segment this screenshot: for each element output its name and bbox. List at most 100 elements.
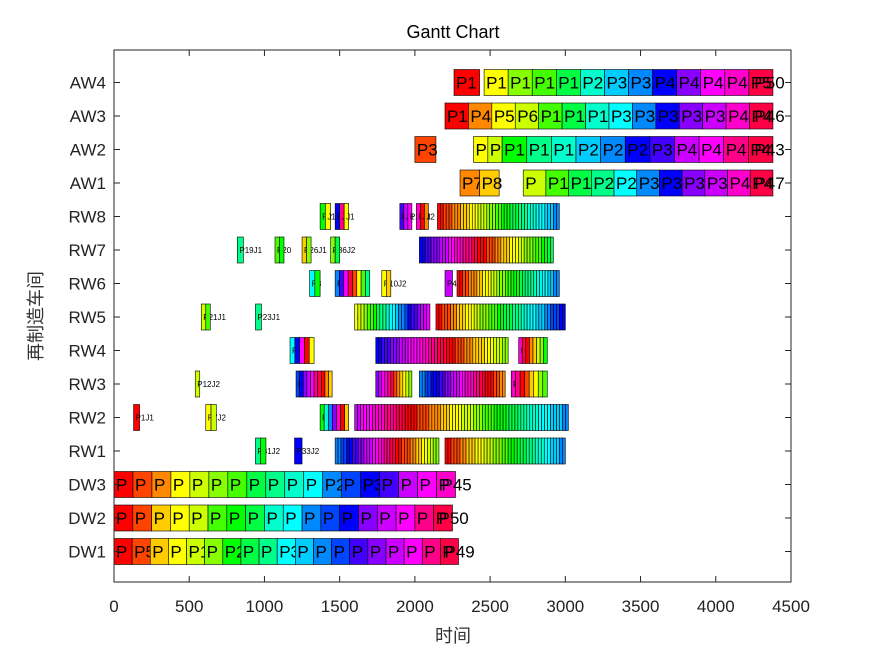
task-bar [491, 303, 496, 331]
task-label: P4 [726, 140, 747, 159]
y-tick-label: RW7 [69, 241, 106, 260]
task-bar [487, 370, 492, 398]
task-bar [401, 303, 406, 331]
task-bar [357, 303, 362, 331]
task-bar [476, 303, 481, 331]
task-bar [404, 337, 409, 364]
task-bar [496, 370, 500, 398]
task-bar [553, 404, 557, 431]
task-label: P3 [363, 475, 384, 494]
task-bar [433, 370, 437, 398]
task-label: P [230, 475, 241, 494]
task-bar [515, 236, 519, 264]
task-bar [553, 270, 557, 297]
task-label: P4 [703, 73, 724, 92]
task-bar [505, 404, 510, 431]
task-bar [556, 270, 560, 297]
task-bar [360, 270, 366, 297]
task-bar [401, 437, 405, 465]
task-bar [509, 303, 513, 331]
task-label: P [172, 509, 183, 528]
task-bar [539, 337, 545, 364]
task-bar [539, 270, 543, 297]
task-bar [455, 404, 459, 431]
task-bar [453, 303, 457, 331]
task-bar [462, 270, 466, 297]
task-bar [506, 203, 511, 230]
task-bar [501, 136, 528, 163]
task-bar [363, 303, 368, 331]
task-bar [490, 337, 494, 364]
task-label: P [116, 509, 127, 528]
task-bar [503, 203, 508, 230]
task-bar [430, 370, 434, 398]
task-bar [346, 437, 350, 465]
task-bar [493, 337, 497, 364]
task-label: P2 [627, 140, 648, 159]
task-bar [317, 370, 322, 398]
task-bar [404, 404, 409, 431]
task-label: P12J2 [197, 380, 220, 389]
task-bar [520, 236, 525, 264]
task-bar [526, 136, 552, 163]
y-tick-label: RW4 [69, 342, 106, 361]
task-bar [496, 337, 500, 364]
task-bar [194, 370, 201, 398]
task-bar [533, 270, 537, 297]
task-bar [392, 404, 397, 431]
task-bar [436, 370, 440, 398]
y-tick-label: DW2 [68, 509, 106, 528]
task-bar [510, 437, 515, 465]
task-bar [384, 404, 388, 431]
task-bar [500, 236, 505, 264]
task-bar [392, 303, 396, 331]
task-bar [431, 404, 436, 431]
task-bar [600, 136, 626, 163]
task-label: P [191, 509, 202, 528]
task-bar [559, 404, 563, 431]
x-tick-label: 4500 [772, 597, 810, 616]
task-bar [471, 236, 476, 264]
task-label: P [360, 509, 371, 528]
task-bar [501, 337, 506, 364]
task-label: P [116, 475, 127, 494]
task-bar [497, 303, 501, 331]
task-bar [386, 437, 391, 465]
task-bar [474, 236, 478, 264]
task-label: P [173, 475, 184, 494]
task-label: P [266, 509, 277, 528]
task-bar [378, 370, 383, 398]
task-bar [440, 404, 445, 431]
task-bar [491, 236, 496, 264]
task-bar [547, 270, 552, 297]
task-bar [418, 437, 422, 465]
task-bar [526, 303, 531, 331]
task-label: P4 [679, 73, 700, 92]
task-bar [515, 203, 519, 230]
task-bar [388, 303, 393, 331]
task-label: P [388, 542, 399, 561]
axis-ticks: 0 500 1000 1500 2000 2500 3000 3500 4000 4500 AW4 A… [68, 50, 810, 616]
task-bar [541, 270, 546, 297]
task-bar [748, 69, 774, 96]
task-bar [535, 303, 540, 331]
task-bar [496, 404, 501, 431]
task-bar [486, 437, 491, 465]
task-bar [423, 303, 428, 331]
task-bar [520, 404, 525, 431]
task-bar [556, 203, 560, 230]
task-bar [480, 203, 485, 230]
task-label: P [442, 542, 453, 561]
task-bar [328, 370, 333, 398]
task-bar [356, 270, 362, 297]
task-bar [488, 303, 493, 331]
task-bar [522, 437, 527, 465]
task-bar [462, 303, 466, 331]
task-label: P26J1 [304, 246, 327, 255]
task-bar [521, 337, 527, 364]
task-bar [462, 236, 467, 264]
task-label: P [406, 542, 417, 561]
task-bar [476, 370, 480, 398]
task-bar [493, 270, 498, 297]
task-bar [299, 370, 304, 398]
